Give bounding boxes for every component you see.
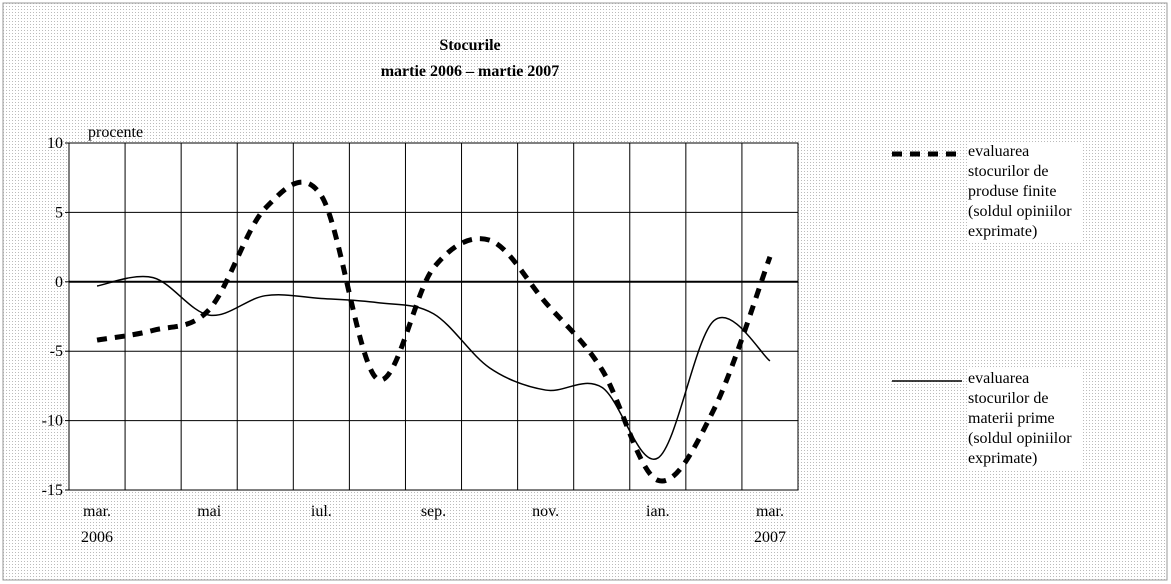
- x-tick-label: nov.: [532, 503, 559, 520]
- x-tick-label: ian.: [646, 503, 670, 520]
- legend-label: evaluarea stocurilor de materii prime (s…: [968, 369, 1083, 469]
- x-tick-label: iul.: [311, 503, 332, 520]
- y-tick-label: 0: [55, 274, 63, 291]
- y-axis-label: procente: [88, 124, 143, 141]
- y-tick-label: 10: [47, 135, 63, 152]
- chart-subtitle: martie 2006 – martie 2007: [381, 63, 560, 80]
- line-series: [96, 179, 773, 484]
- y-tick-label: -10: [42, 413, 63, 430]
- x-tick-label: mar. 2007: [754, 503, 786, 546]
- legend-label: evaluarea stocurilor de produse finite (…: [968, 142, 1083, 242]
- x-tick-label: sep.: [421, 503, 446, 520]
- y-tick-label: 5: [55, 204, 63, 221]
- line-series: [96, 275, 771, 460]
- plot-area: [68, 142, 799, 491]
- y-tick-label: -15: [42, 482, 63, 499]
- chart-title: Stocurile: [439, 37, 500, 54]
- y-tick-label: -5: [50, 343, 63, 360]
- x-tick-label: mai: [197, 503, 222, 520]
- x-tick-label: mar. 2006: [81, 503, 113, 546]
